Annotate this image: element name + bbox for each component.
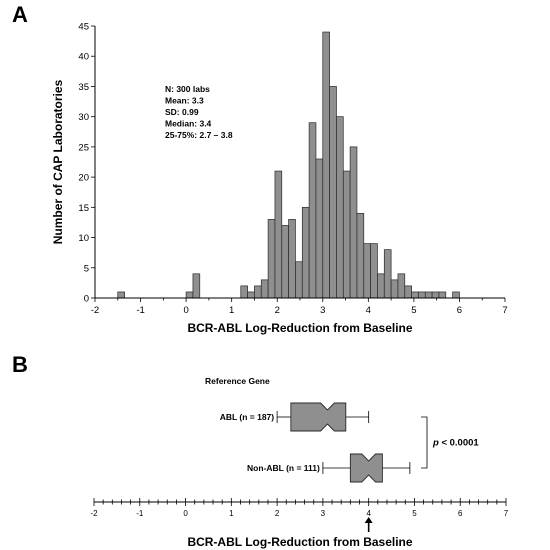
boxplot-group: ABL (n = 187) (220, 402, 370, 432)
histogram-bar (356, 213, 365, 299)
x-tick-label: 5 (411, 305, 416, 316)
y-tick-label: 20 (78, 173, 89, 184)
x-tick-label: 7 (502, 305, 507, 316)
histogram-bar (390, 279, 399, 299)
histogram-bar (349, 146, 358, 299)
bracket-line (421, 416, 428, 469)
stat-line: 25-75%: 2.7 – 3.8 (165, 130, 233, 140)
boxplot-x-axis-title: BCR-ABL Log-Reduction from Baseline (187, 535, 412, 549)
histogram-bar (254, 285, 262, 299)
x-tick-label: 0 (183, 509, 188, 518)
histogram-bar (267, 219, 276, 299)
x-tick-label: -1 (136, 305, 144, 316)
x-axis-title: BCR-ABL Log-Reduction from Baseline (187, 321, 412, 335)
boxplots: ABL (n = 187) Non-ABL (n = 111) (220, 402, 411, 483)
histogram-bar (438, 291, 447, 299)
x-tick-label: 2 (275, 509, 280, 518)
histogram-bar (185, 291, 194, 299)
p-symbol: p (432, 438, 439, 449)
y-axis-ticks: 0 5 10 15 20 25 30 35 40 45 (78, 22, 95, 305)
x-tick-label: 2 (275, 305, 280, 316)
y-tick-label: 10 (78, 233, 89, 244)
x-tick-label: -2 (90, 509, 98, 518)
histogram-bar (117, 291, 125, 299)
histogram-bar (431, 291, 440, 299)
p-value-label: p < 0.0001 (432, 438, 479, 449)
x-axis-ticks: -2 -1 0 1 2 3 4 5 6 7 (91, 298, 508, 316)
histogram-panel: Number of CAP Laboratories 0510152025303… (51, 22, 508, 336)
histogram-bar (404, 285, 412, 299)
histogram-bar (411, 291, 419, 299)
x-tick-label: 3 (320, 305, 325, 316)
arrow-head (364, 517, 373, 523)
histogram-bar (363, 243, 371, 299)
histogram-bar (247, 291, 255, 299)
x-tick-label: 4 (366, 509, 371, 518)
y-tick-label: 30 (78, 112, 89, 123)
histogram-bar (308, 122, 317, 299)
histogram-bar (418, 291, 426, 299)
histogram-bar (370, 243, 378, 299)
x-tick-label: -1 (136, 509, 144, 518)
histogram-bar (377, 273, 385, 299)
histogram-bar (274, 170, 283, 299)
histogram-bar (315, 158, 324, 299)
histogram-bar (260, 279, 269, 299)
panel-b-letter: B (12, 352, 28, 377)
stat-line: Median: 3.4 (165, 119, 212, 129)
histogram-axes (94, 26, 505, 299)
histogram-bar (383, 249, 392, 299)
boxplot-x-ticks: -2 -1 0 1 2 3 4 5 6 7 (90, 498, 509, 518)
histogram-bar (322, 31, 330, 299)
y-tick-label: 15 (78, 203, 89, 214)
histogram-bar (342, 170, 351, 299)
x-tick-label: 1 (229, 305, 234, 316)
histogram-bar (397, 273, 406, 299)
x-tick-label: 1 (229, 509, 234, 518)
x-tick-label: 3 (321, 509, 326, 518)
histogram-bar (336, 116, 344, 299)
x-tick-label: 7 (504, 509, 509, 518)
y-tick-label: 25 (78, 142, 89, 153)
summary-stats: N: 300 labs Mean: 3.3SD: 0.99 Median: 3.42… (165, 84, 233, 140)
y-axis-title: Number of CAP Laboratories (51, 79, 65, 244)
p-value-bracket: p < 0.0001 (421, 416, 479, 469)
y-tick-label: 5 (84, 263, 89, 274)
histogram-bar (288, 219, 296, 299)
boxplot-panel: Reference Gene ABL (n = 187) Non-ABL (n =… (90, 376, 508, 549)
y-tick-label: 35 (78, 82, 89, 93)
x-tick-label: 5 (412, 509, 417, 518)
stat-line: Mean: 3.3 (165, 96, 204, 106)
y-axis-title-wrap: Number of CAP Laboratories (51, 79, 65, 244)
x-tick-label: -2 (91, 305, 99, 316)
notched-box (349, 453, 383, 483)
x-tick-label: 4 (366, 305, 371, 316)
y-tick-label: 45 (78, 22, 89, 33)
histogram-bar (452, 291, 460, 299)
x-tick-label: 0 (183, 305, 188, 316)
histogram-bar (329, 86, 337, 299)
histogram-bar (240, 285, 248, 299)
p-value-text: < 0.0001 (439, 438, 480, 449)
histogram-bar (424, 291, 433, 299)
histogram-bar (295, 261, 303, 299)
histogram-bar (301, 206, 310, 299)
y-tick-label: 40 (78, 52, 89, 63)
histogram-bar (281, 225, 289, 299)
panel-a-letter: A (12, 2, 28, 27)
group-label: ABL (n = 187) (220, 412, 275, 422)
notched-box (290, 402, 347, 432)
x-tick-label: 6 (458, 509, 463, 518)
histogram-bar (192, 273, 201, 299)
histogram-bars (117, 31, 460, 299)
reference-gene-title: Reference Gene (205, 376, 270, 386)
stat-line: SD: 0.99 (165, 107, 199, 117)
group-label: Non-ABL (n = 111) (247, 463, 320, 473)
stat-line: N: 300 labs (165, 84, 210, 94)
boxplot-group: Non-ABL (n = 111) (247, 453, 411, 483)
arrow-icon (364, 517, 373, 532)
y-tick-label: 0 (84, 294, 89, 305)
x-tick-label: 6 (457, 305, 462, 316)
